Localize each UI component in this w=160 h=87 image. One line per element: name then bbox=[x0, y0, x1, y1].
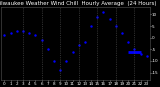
Title: Milwaukee Weather Wind Chill  Hourly Average  (24 Hours): Milwaukee Weather Wind Chill Hourly Aver… bbox=[0, 1, 156, 6]
